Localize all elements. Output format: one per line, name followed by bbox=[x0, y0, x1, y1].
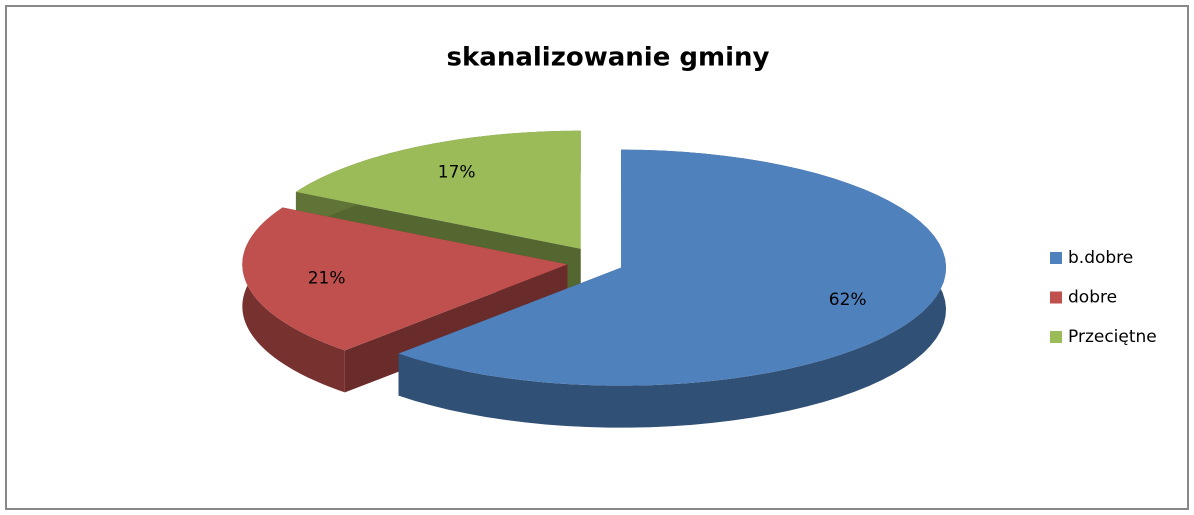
legend-swatch bbox=[1050, 252, 1062, 264]
legend-swatch bbox=[1050, 291, 1062, 304]
data-label: 21% bbox=[308, 268, 346, 288]
slice-top bbox=[242, 207, 568, 351]
data-label: 62% bbox=[829, 290, 867, 310]
legend-label: Przeciętne bbox=[1068, 327, 1157, 347]
chart-title: skanalizowanie gminy bbox=[447, 43, 770, 73]
legend-label: dobre bbox=[1068, 288, 1117, 308]
legend-label: b.dobre bbox=[1068, 248, 1133, 268]
data-label: 17% bbox=[438, 163, 476, 183]
slice-top bbox=[398, 149, 947, 386]
slice-edge bbox=[398, 149, 947, 428]
chart-frame bbox=[5, 5, 1189, 510]
slice-top bbox=[295, 130, 581, 249]
pie-slice bbox=[398, 149, 947, 428]
legend-swatch bbox=[1050, 331, 1062, 343]
